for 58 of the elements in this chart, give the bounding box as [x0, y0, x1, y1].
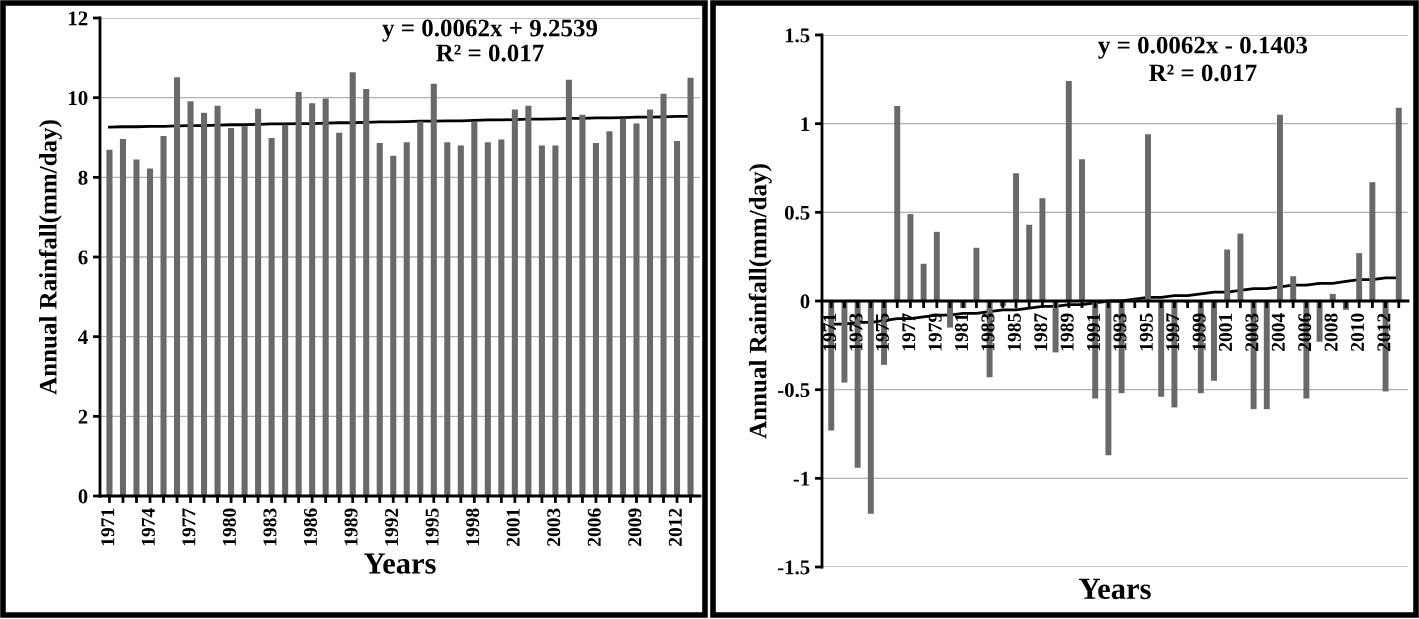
y-tick-label: 0: [800, 294, 810, 309]
x-tick-label: 1997: [1166, 313, 1180, 351]
y-tick-label: -0.5: [777, 383, 810, 398]
x-tick-label: 2001: [1218, 313, 1233, 351]
x-tick-label: 1971: [823, 313, 837, 351]
y-tick-label: 1: [801, 117, 810, 131]
y-tick-label: 12: [69, 11, 88, 26]
x-tick-label: 1992: [385, 508, 399, 546]
x-tick-label: 2008: [1324, 313, 1338, 351]
x-tick-label: 1995: [425, 508, 439, 546]
y-tick-label: 1.5: [785, 28, 810, 43]
annotation: y = 0.0062x + 9.2539: [382, 19, 598, 42]
x-tick-label: 1989: [344, 508, 358, 546]
x-tick-label: 1989: [1060, 313, 1074, 351]
x-tick-label: 1995: [1139, 313, 1153, 351]
x-tick-label: 1983: [981, 313, 995, 351]
x-tick-label: 1987: [1034, 313, 1048, 351]
x-tick-label: 2009: [628, 508, 642, 546]
x-tick-label: 1985: [1007, 313, 1021, 351]
x-axis-title: Years: [1079, 578, 1151, 600]
y-tick-label: 0.5: [784, 205, 810, 220]
x-tick-label: 1975: [875, 313, 889, 351]
x-tick-label: 1981: [954, 313, 969, 351]
y-tick-label: 8: [78, 170, 88, 185]
x-tick-label: 2003: [1245, 313, 1259, 351]
y-tick-label: 0: [78, 489, 88, 504]
x-tick-label: 1998: [466, 508, 480, 546]
y-tick-label: -1.5: [777, 560, 810, 575]
y-axis-title: Annual Rainfall(mm/day): [748, 164, 772, 439]
x-tick-label: 1977: [182, 508, 196, 546]
x-tick-label: 2012: [1377, 313, 1391, 351]
x-tick-label: 2004: [1271, 313, 1285, 351]
x-tick-label: 1999: [1192, 313, 1206, 351]
y-tick-label: 4: [78, 330, 88, 344]
annotation: R² = 0.017: [1149, 64, 1257, 82]
x-tick-label: 1983: [263, 508, 277, 546]
y-tick-label: -1: [793, 471, 810, 486]
x-axis-title: Years: [364, 553, 436, 574]
annotation: y = 0.0062x - 0.1403: [1098, 36, 1308, 59]
y-tick-label: 6: [78, 250, 88, 265]
x-tick-label: 2006: [1298, 313, 1312, 351]
x-tick-label: 2010: [1350, 313, 1365, 351]
x-tick-label: 1977: [902, 313, 916, 351]
annotation: R² = 0.017: [436, 44, 544, 62]
x-tick-label: 1986: [303, 508, 318, 546]
x-tick-label: 1991: [1087, 313, 1101, 351]
x-tick-label: 1971: [101, 508, 115, 546]
x-tick-label: 2003: [547, 508, 561, 546]
x-tick-label: 2001: [506, 508, 520, 546]
x-tick-label: 1974: [141, 508, 155, 546]
x-tick-label: 1973: [849, 313, 863, 351]
x-tick-label: 2012: [668, 508, 682, 546]
y-tick-label: 10: [69, 91, 88, 106]
x-tick-label: 1993: [1113, 313, 1127, 351]
x-tick-label: 1980: [222, 508, 236, 546]
y-axis-title: Annual Rainfall(mm/day): [38, 120, 62, 395]
y-tick-label: 2: [78, 409, 88, 424]
x-tick-label: 2006: [587, 508, 601, 546]
